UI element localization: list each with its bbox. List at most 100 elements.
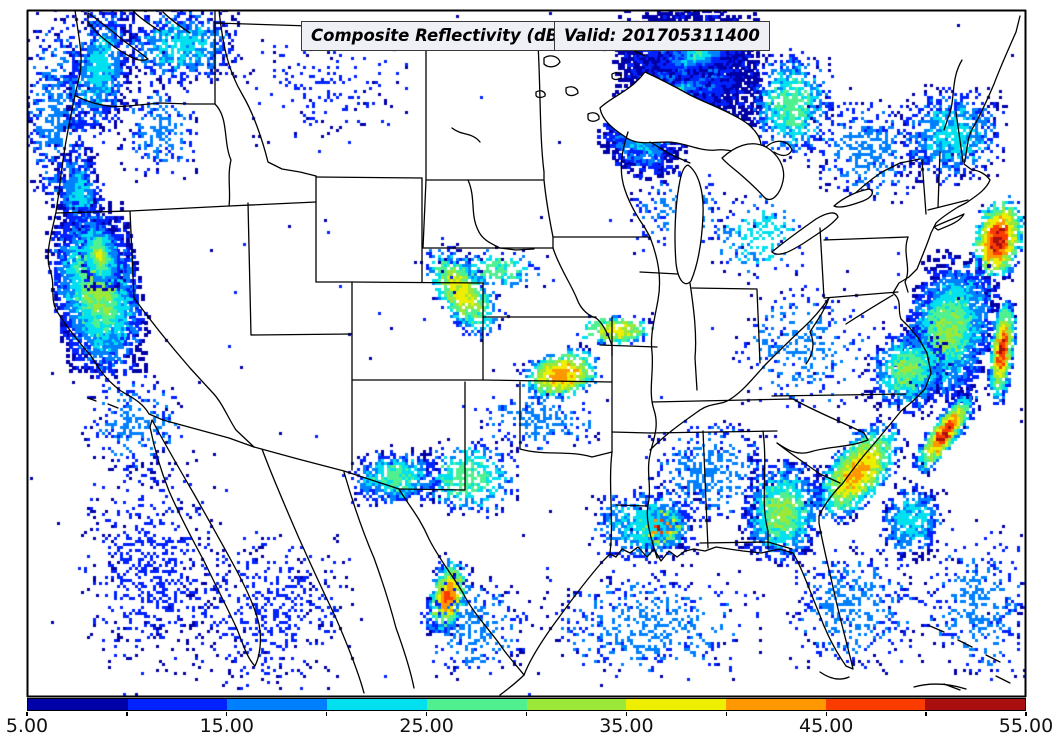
mexico-east-coast [499, 674, 525, 696]
wy-co-ne-top [315, 281, 484, 284]
vt-nh-border [937, 151, 941, 208]
line-37n [351, 379, 613, 383]
tn-nc-border [792, 398, 869, 441]
nc-sc-border [776, 439, 869, 454]
coastlines [47, 9, 1021, 696]
colorbar-segment-15-20 [227, 699, 328, 710]
colorbar-tick [226, 712, 228, 716]
mt-wy-border [315, 176, 423, 179]
colorbar-segment-45-50 [825, 699, 926, 710]
id-mt-border [218, 9, 317, 177]
va-nc-border [771, 393, 907, 397]
oh-pa-border [819, 227, 825, 299]
nd-missouri-river [451, 127, 481, 143]
colorbar-tick-label: 15.00 [199, 715, 254, 737]
sd-missouri-river [467, 179, 535, 251]
pa-ny-border [823, 236, 909, 241]
baja-california [149, 419, 262, 667]
missouri-river-ne-ia [552, 247, 613, 357]
mn-wi-border [620, 131, 651, 238]
colorbar-segment-35-40 [626, 699, 726, 710]
gulf-coast [609, 515, 854, 670]
lake-huron [721, 143, 785, 201]
ms-al-border [702, 430, 709, 549]
lake-michigan [674, 164, 704, 285]
colorbar-segment-40-45 [725, 699, 826, 710]
lake-champlain-border [921, 159, 927, 215]
maine-canada-border [943, 59, 963, 131]
colorbar-tick [1025, 712, 1027, 716]
potomac-river [845, 294, 894, 325]
ky-tn-border [651, 398, 794, 403]
bahamas-cuba-islands [819, 625, 1011, 691]
in-oh-border [756, 289, 761, 364]
ca-nv-border [129, 210, 255, 448]
colorbar-tick [126, 712, 128, 716]
ut-nv-border [247, 202, 252, 336]
mn-west-border [536, 27, 554, 249]
wa-or-border [75, 95, 216, 108]
title-valid-time-label: Valid: 201705311400 [554, 21, 770, 51]
colorbar-tick-label: 35.00 [599, 715, 654, 737]
state-borders [55, 9, 969, 559]
fl-ga-al-border [699, 541, 793, 550]
socal-islands [87, 397, 119, 409]
ar-la-border [615, 504, 649, 507]
colorbar-tick [425, 712, 428, 716]
mi-oh-in-border [691, 287, 758, 290]
great-lakes [599, 71, 874, 285]
tx-la-sabine [609, 451, 613, 554]
colorbar-segment-30-35 [526, 699, 627, 710]
colorbar-tick-label: 5.00 [5, 715, 49, 737]
tn-south-border [649, 430, 778, 434]
colorbar-segment-10-15 [127, 699, 228, 710]
long-island [933, 213, 965, 231]
al-ga-border [762, 430, 769, 550]
mississippi-river [646, 236, 661, 559]
colorbar-tick [525, 712, 528, 716]
colorbar-tick [326, 712, 328, 716]
title-variable-label: Composite Reflectivity (dBZ) [301, 21, 588, 51]
vancouver-island [87, 12, 149, 61]
or-id-snake-river [214, 103, 232, 207]
lake-erie [771, 212, 839, 255]
lake-ontario [833, 188, 874, 208]
pa-md-border [823, 291, 899, 299]
colorbar-segment-5-10 [28, 699, 128, 710]
gulf-of-california-coast [261, 448, 365, 694]
nm-tx-border [398, 381, 466, 491]
wi-il-border [639, 271, 679, 275]
colorbar-tick-label: 25.00 [399, 715, 454, 737]
ma-ct-ri-border [927, 199, 969, 211]
wv-va-border [805, 297, 830, 365]
ohio-river [649, 297, 830, 451]
colorbar-tick [825, 712, 827, 716]
bc-inlets [131, 9, 191, 34]
il-in-border [689, 282, 698, 391]
ia-mo-border [599, 344, 658, 348]
canadian-lakes [535, 55, 622, 122]
colorbar-tick [925, 712, 927, 716]
delaware-river [904, 236, 909, 293]
colorbar-tick [26, 712, 28, 716]
colorbar-tick-label: 55.00 [998, 715, 1054, 737]
mexico-interior-lines [343, 471, 415, 689]
ut-az-border [250, 333, 353, 336]
lake-superior [599, 71, 762, 155]
colorbar-segment-25-30 [426, 699, 527, 710]
atlantic-coast [818, 15, 1021, 517]
colorbar-tick [725, 712, 727, 716]
colorbar-segment-20-25 [327, 699, 427, 710]
ga-sc-border [776, 442, 841, 484]
georgian-bay [765, 140, 793, 157]
west-coast-mexico-border [47, 9, 611, 676]
mt-nd-sd-border [422, 24, 427, 249]
plot-frame [26, 9, 1027, 698]
colorbar [27, 698, 1026, 711]
colorbar-segment-50-55 [925, 699, 1026, 710]
colorbar-tick [625, 712, 628, 716]
wi-mi-up-border [649, 141, 691, 164]
